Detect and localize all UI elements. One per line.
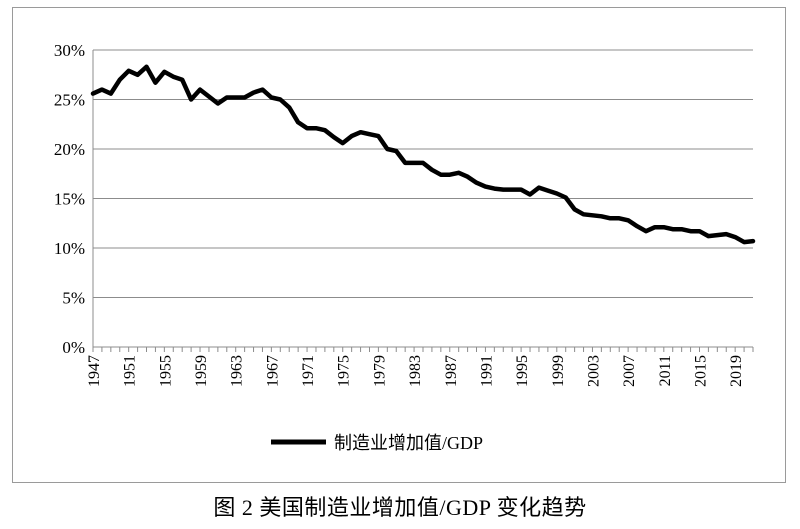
series-lines xyxy=(90,64,756,245)
x-tick-label: 1975 xyxy=(336,355,353,387)
x-tick-label: 2019 xyxy=(728,355,745,387)
line-chart: 0% 5% 10% 15% 20% 25% 30% 1947 1951 1955 1959 1963… xyxy=(54,41,756,453)
x-tick-label: 1991 xyxy=(478,355,495,387)
y-tick-labels: 0% 5% 10% 15% 20% 25% 30% xyxy=(54,41,85,357)
grid-lines xyxy=(93,49,753,298)
legend-label: 制造业增加值/GDP xyxy=(334,433,483,453)
x-tick-label: 1963 xyxy=(229,355,246,387)
x-tick-label: 1951 xyxy=(122,355,139,387)
y-tick-label: 0% xyxy=(62,338,85,357)
x-tick-label: 1947 xyxy=(86,355,103,387)
x-tick-label: 1987 xyxy=(443,355,460,387)
x-tick-label: 1983 xyxy=(407,355,424,387)
y-tick-label: 20% xyxy=(54,140,85,159)
axes xyxy=(92,50,754,352)
x-tick-label: 1959 xyxy=(193,355,210,387)
x-tick-label: 1971 xyxy=(300,355,317,387)
chart-area: 0% 5% 10% 15% 20% 25% 30% 1947 1951 1955 1959 1963… xyxy=(12,7,786,483)
x-tick-label: 1999 xyxy=(550,355,567,387)
legend: 制造业增加值/GDP xyxy=(271,433,483,453)
x-tick-label: 1979 xyxy=(371,355,388,387)
y-tick-label: 5% xyxy=(62,289,85,308)
x-tick-label: 2003 xyxy=(585,355,602,387)
x-tick-label: 1967 xyxy=(264,355,281,387)
x-tick-label: 1995 xyxy=(514,355,531,387)
y-tick-label: 10% xyxy=(54,239,85,258)
x-tick-label: 2007 xyxy=(621,355,638,387)
y-tick-label: 25% xyxy=(54,91,85,110)
figure-caption: 图 2 美国制造业增加值/GDP 变化趋势 xyxy=(213,495,587,520)
x-tick-labels: 1947 1951 1955 1959 1963 1967 1971 1975 1979 1983… xyxy=(86,355,745,387)
y-tick-label: 15% xyxy=(54,190,85,209)
series-line xyxy=(90,64,756,245)
x-tick-label: 2015 xyxy=(692,355,709,387)
x-tick-label: 2011 xyxy=(657,355,674,386)
y-tick-label: 30% xyxy=(54,41,85,60)
x-tick-label: 1955 xyxy=(157,355,174,387)
